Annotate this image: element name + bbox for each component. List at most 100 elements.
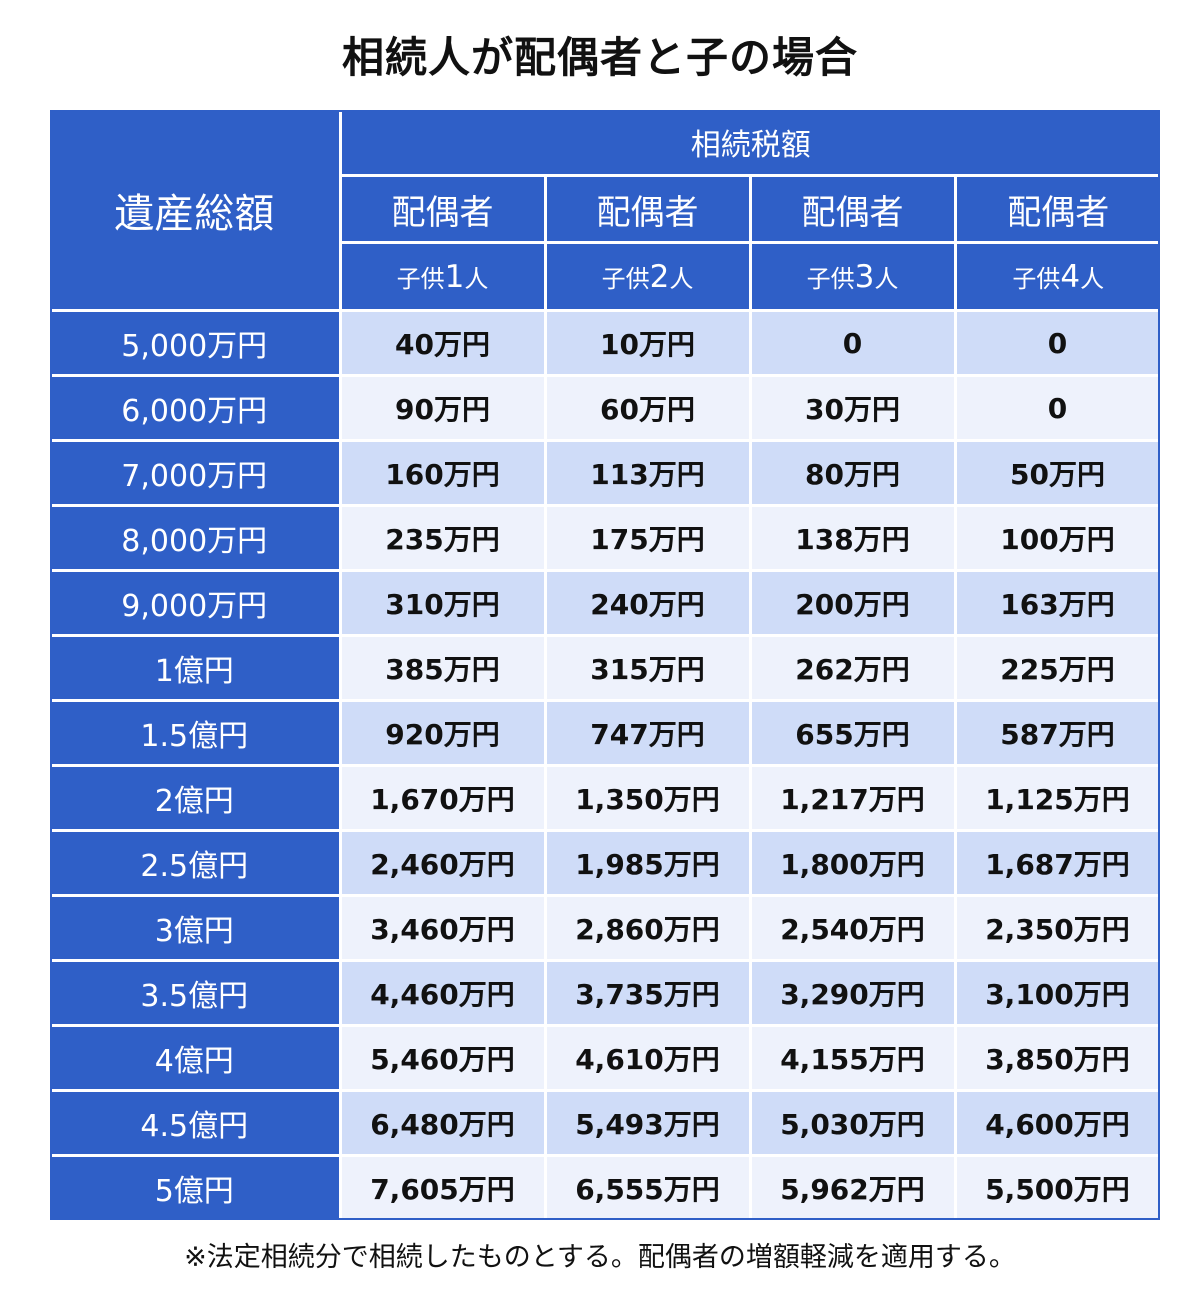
table-row: 2.5億円 2,460万円 1,985万円 1,800万円 1,687万円 [50,830,1162,897]
tax-amount-cell: 50万円 [955,440,1162,507]
children-unit: 人 [874,264,899,293]
table-row: 9,000万円 310万円 240万円 200万円 163万円 [50,570,1162,637]
tax-amount-cell: 5,500万円 [955,1155,1162,1219]
tax-amount-cell: 3,290万円 [750,960,957,1027]
tax-amount-cell: 3,460万円 [340,895,547,962]
estate-total-cell: 7,000万円 [50,440,342,507]
tax-amount-cell: 4,600万円 [955,1090,1162,1157]
tax-amount-cell: 655万円 [750,700,957,767]
tax-amount-cell: 2,540万円 [750,895,957,962]
estate-total-cell: 9,000万円 [50,570,342,637]
table-row: 4.5億円 6,480万円 5,493万円 5,030万円 4,600万円 [50,1090,1162,1157]
tax-amount-cell: 4,610万円 [545,1025,752,1092]
children-label: 子供 [601,264,650,293]
tax-amount-cell: 90万円 [340,375,547,442]
tax-amount-cell: 225万円 [955,635,1162,702]
tax-amount-cell: 310万円 [340,570,547,637]
tax-amount-cell: 138万円 [750,505,957,572]
tax-amount-cell: 160万円 [340,440,547,507]
tax-amount-cell: 2,350万円 [955,895,1162,962]
tax-amount-cell: 163万円 [955,570,1162,637]
column-header-spouse-1: 配偶者 [340,175,547,244]
estate-total-cell: 3.5億円 [50,960,342,1027]
tax-amount-cell: 262万円 [750,635,957,702]
tax-amount-cell: 1,125万円 [955,765,1162,832]
estate-total-cell: 2億円 [50,765,342,832]
table-row: 7,000万円 160万円 113万円 80万円 50万円 [50,440,1162,507]
estate-total-cell: 2.5億円 [50,830,342,897]
tax-amount-cell: 4,155万円 [750,1025,957,1092]
estate-total-cell: 4.5億円 [50,1090,342,1157]
table-row: 5億円 7,605万円 6,555万円 5,962万円 5,500万円 [50,1155,1162,1219]
children-count: 1 [444,258,465,295]
tax-amount-cell: 1,217万円 [750,765,957,832]
children-count: 2 [649,258,670,295]
children-unit: 人 [464,264,489,293]
table-body: 5,000万円 40万円 10万円 0 0 6,000万円 90万円 60万円 30万円 0 7,0… [50,310,1162,1219]
tax-amount-cell: 10万円 [545,310,752,377]
tax-amount-cell: 6,555万円 [545,1155,752,1219]
table-row: 2億円 1,670万円 1,350万円 1,217万円 1,125万円 [50,765,1162,832]
tax-amount-cell: 1,350万円 [545,765,752,832]
tax-amount-cell: 385万円 [340,635,547,702]
tax-amount-cell: 5,030万円 [750,1090,957,1157]
estate-total-cell: 4億円 [50,1025,342,1092]
tax-amount-cell: 30万円 [750,375,957,442]
table-row: 8,000万円 235万円 175万円 138万円 100万円 [50,505,1162,572]
column-subheader-children-1: 子供1人 [340,242,547,312]
estate-total-cell: 5,000万円 [50,310,342,377]
children-count: 4 [1060,258,1081,295]
column-subheader-children-4: 子供4人 [955,242,1160,312]
tax-amount-cell: 920万円 [340,700,547,767]
group-header-inheritance-tax: 相続税額 [340,110,1160,177]
column-header-spouse-3: 配偶者 [750,175,957,244]
tax-amount-cell: 747万円 [545,700,752,767]
tax-amount-cell: 315万円 [545,635,752,702]
row-header-estate-total: 遺産総額 [50,110,342,312]
tax-amount-cell: 1,670万円 [340,765,547,832]
footnote: ※法定相続分で相続したものとする。配偶者の増額軽減を適用する。 [184,1242,1016,1273]
table-row: 6,000万円 90万円 60万円 30万円 0 [50,375,1162,442]
tax-amount-cell: 80万円 [750,440,957,507]
tax-amount-cell: 235万円 [340,505,547,572]
tax-amount-cell: 2,860万円 [545,895,752,962]
children-count: 3 [854,258,875,295]
tax-amount-cell: 2,460万円 [340,830,547,897]
table-row: 3億円 3,460万円 2,860万円 2,540万円 2,350万円 [50,895,1162,962]
tax-amount-cell: 200万円 [750,570,957,637]
tax-amount-cell: 40万円 [340,310,547,377]
tax-amount-cell: 1,800万円 [750,830,957,897]
tax-amount-cell: 240万円 [545,570,752,637]
tax-amount-cell: 7,605万円 [340,1155,547,1219]
column-header-spouse-2: 配偶者 [545,175,752,244]
tax-amount-cell: 3,850万円 [955,1025,1162,1092]
tax-amount-cell: 3,735万円 [545,960,752,1027]
column-header-spouse-4: 配偶者 [955,175,1160,244]
estate-total-cell: 3億円 [50,895,342,962]
column-subheader-children-2: 子供2人 [545,242,752,312]
tax-amount-cell: 113万円 [545,440,752,507]
tax-amount-cell: 5,460万円 [340,1025,547,1092]
tax-amount-cell: 60万円 [545,375,752,442]
estate-total-cell: 5億円 [50,1155,342,1219]
tax-amount-cell: 1,687万円 [955,830,1162,897]
tax-amount-cell: 3,100万円 [955,960,1162,1027]
table-row: 1億円 385万円 315万円 262万円 225万円 [50,635,1162,702]
tax-amount-cell: 5,493万円 [545,1090,752,1157]
column-subheader-children-3: 子供3人 [750,242,957,312]
estate-total-cell: 8,000万円 [50,505,342,572]
children-label: 子供 [396,264,445,293]
tax-amount-cell: 5,962万円 [750,1155,957,1219]
children-unit: 人 [1080,264,1105,293]
tax-amount-cell: 0 [955,310,1162,377]
estate-total-cell: 1億円 [50,635,342,702]
table-row: 1.5億円 920万円 747万円 655万円 587万円 [50,700,1162,767]
tax-table: 遺産総額 相続税額 配偶者 配偶者 配偶者 配偶者 子供1人 子供2人 子供3人… [50,110,1162,1219]
page-title: 相続人が配偶者と子の場合 [341,33,858,82]
tax-amount-cell: 1,985万円 [545,830,752,897]
children-label: 子供 [1012,264,1061,293]
estate-total-cell: 6,000万円 [50,375,342,442]
estate-total-cell: 1.5億円 [50,700,342,767]
table-row: 5,000万円 40万円 10万円 0 0 [50,310,1162,377]
table-row: 4億円 5,460万円 4,610万円 4,155万円 3,850万円 [50,1025,1162,1092]
